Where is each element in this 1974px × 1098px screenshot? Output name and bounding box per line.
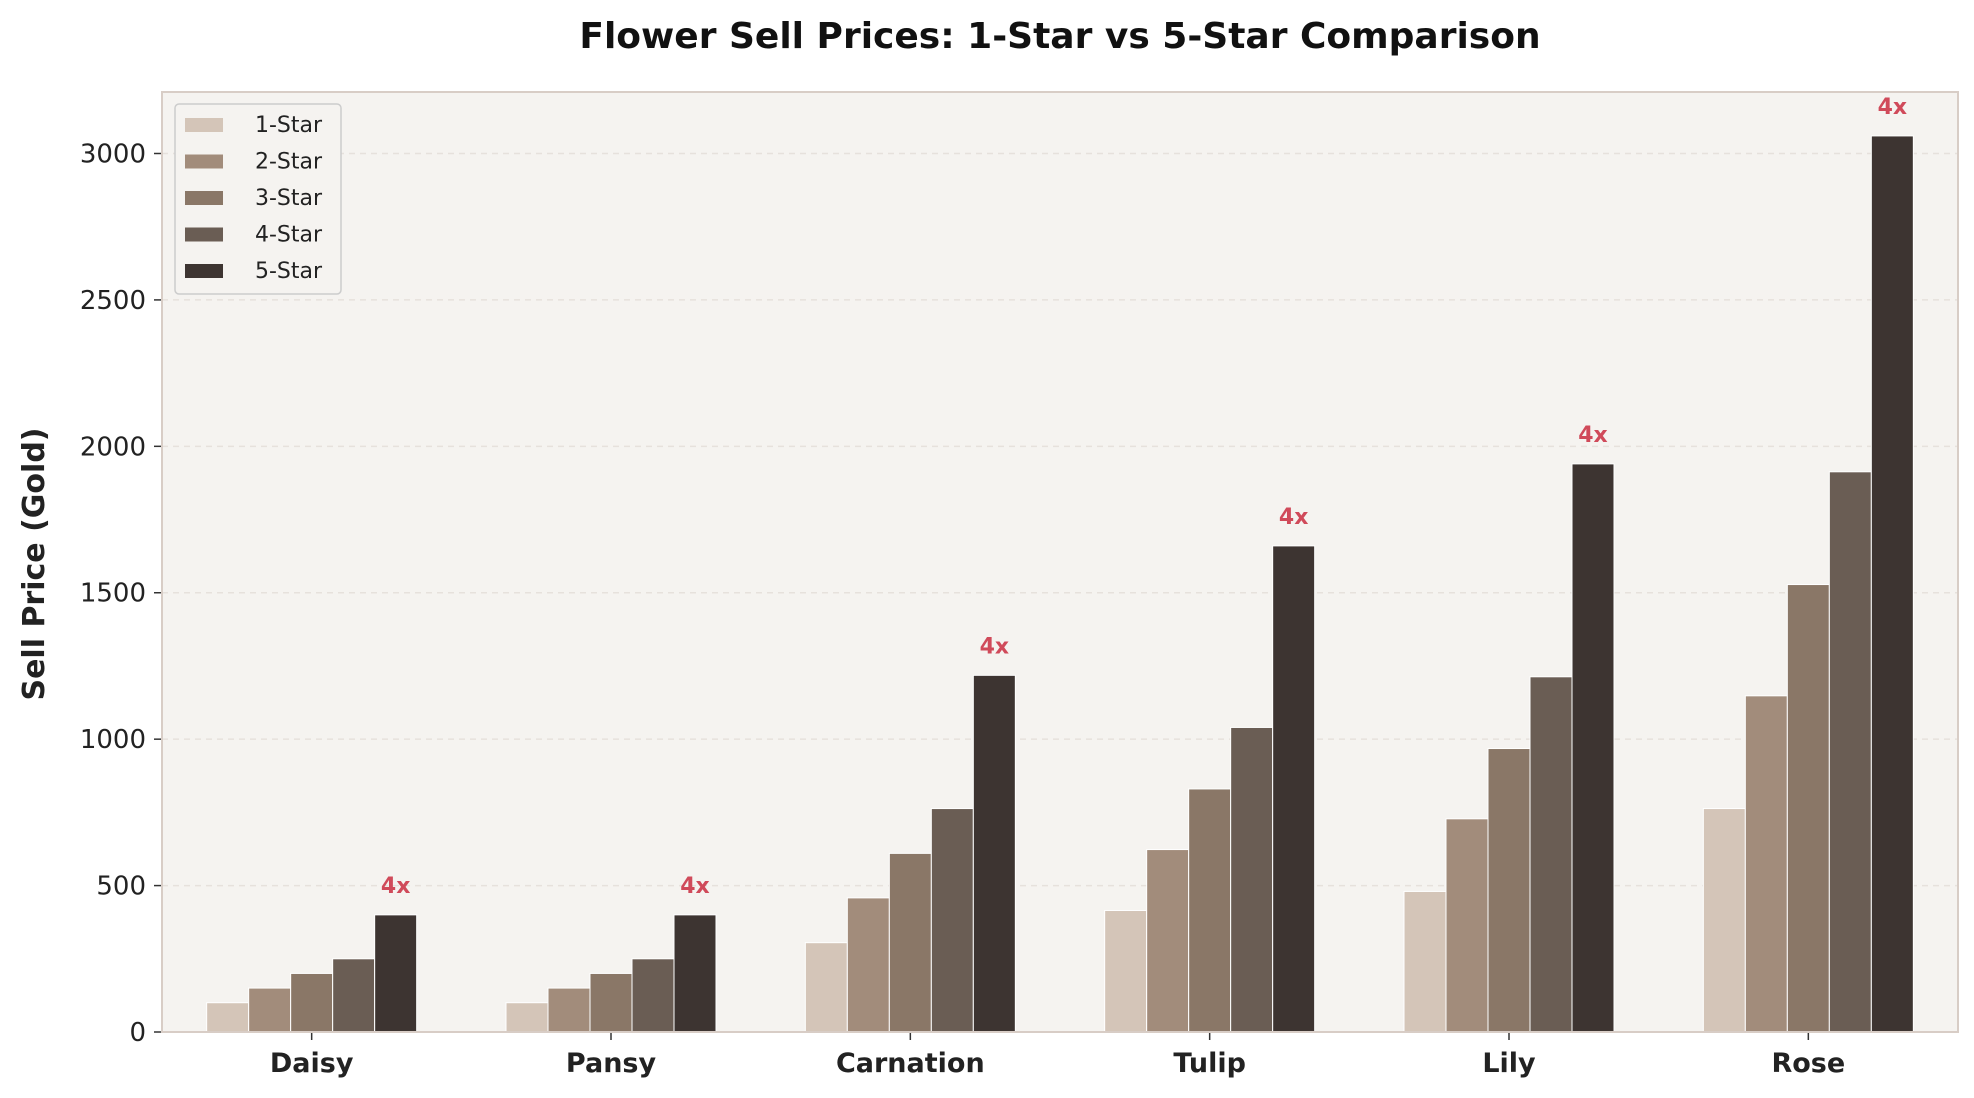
legend-label: 4-Star [255, 223, 323, 248]
bar-lily-4-star [1529, 676, 1573, 1033]
legend-label: 2-Star [255, 150, 323, 175]
bar-carnation-2-star [846, 897, 890, 1033]
bar-rose-4-star [1828, 471, 1872, 1033]
ratio-annotation: 4x [381, 874, 411, 899]
ratio-annotation: 4x [1578, 423, 1608, 448]
bar-lily-5-star [1571, 463, 1615, 1033]
bar-tulip-3-star [1188, 788, 1232, 1033]
x-tick-label: Tulip [1173, 1048, 1246, 1079]
bar-daisy-1-star [206, 1002, 250, 1033]
bar-pansy-2-star [547, 987, 591, 1033]
bar-pansy-3-star [589, 972, 633, 1033]
legend-swatch [185, 227, 223, 242]
bar-lily-1-star [1403, 890, 1447, 1033]
legend-swatch [185, 154, 223, 169]
bar-daisy-3-star [290, 972, 334, 1033]
bar-carnation-3-star [888, 852, 932, 1033]
bar-tulip-1-star [1104, 909, 1148, 1033]
bar-pansy-5-star [673, 914, 717, 1033]
bar-tulip-5-star [1272, 545, 1316, 1033]
bar-lily-3-star [1487, 748, 1531, 1033]
y-tick-label: 1000 [80, 725, 146, 755]
legend: 1-Star 2-Star 3-Star 4-Star 5-Star [174, 103, 342, 295]
bar-tulip-2-star [1146, 849, 1190, 1033]
y-tick-label: 2500 [80, 286, 146, 316]
chart-title: Flower Sell Prices: 1-Star vs 5-Star Com… [579, 16, 1540, 57]
ratio-annotation: 4x [980, 634, 1010, 659]
bar-rose-2-star [1744, 695, 1788, 1033]
x-tick-label: Daisy [270, 1048, 354, 1079]
x-tick-label: Carnation [836, 1048, 985, 1079]
y-tick-label: 3000 [80, 139, 146, 169]
bar-carnation-5-star [972, 674, 1016, 1033]
ratio-annotation: 4x [680, 874, 710, 899]
legend-swatch [185, 191, 223, 205]
bar-pansy-4-star [631, 958, 675, 1033]
y-tick-label: 2000 [80, 432, 146, 462]
y-tick-label: 0 [129, 1018, 146, 1048]
legend-label: 1-Star [255, 113, 323, 138]
legend-box [174, 103, 342, 295]
bar-lily-2-star [1445, 818, 1489, 1033]
axes-frame [161, 91, 1959, 1033]
bar-carnation-1-star [804, 942, 848, 1033]
legend-label: 5-Star [255, 259, 323, 284]
bar-pansy-1-star [505, 1002, 549, 1033]
bar-rose-5-star [1870, 135, 1914, 1033]
bar-rose-1-star [1702, 808, 1746, 1033]
y-tick-label: 500 [96, 872, 146, 902]
bar-carnation-4-star [930, 808, 974, 1033]
x-tick-label: Pansy [566, 1048, 657, 1079]
bar-daisy-5-star [374, 914, 418, 1033]
legend-label: 3-Star [255, 186, 323, 211]
bar-rose-3-star [1786, 584, 1830, 1033]
x-tick-label: Rose [1771, 1048, 1845, 1079]
plot-background [162, 92, 1958, 1032]
ratio-annotation: 4x [1878, 95, 1908, 120]
ratio-annotation: 4x [1279, 505, 1309, 530]
bar-daisy-4-star [332, 958, 376, 1033]
y-axis-label: Sell Price (Gold) [17, 427, 52, 700]
bar-daisy-2-star [248, 987, 292, 1033]
y-tick-label: 1500 [80, 579, 146, 609]
x-tick-label: Lily [1482, 1048, 1536, 1079]
bar-tulip-4-star [1230, 726, 1274, 1033]
legend-swatch [185, 264, 223, 278]
legend-swatch [185, 118, 223, 132]
plot-area: 0 500 1000 1500 2000 2500 3000 4x Daisy 4x Pansy 4x… [80, 91, 1959, 1079]
